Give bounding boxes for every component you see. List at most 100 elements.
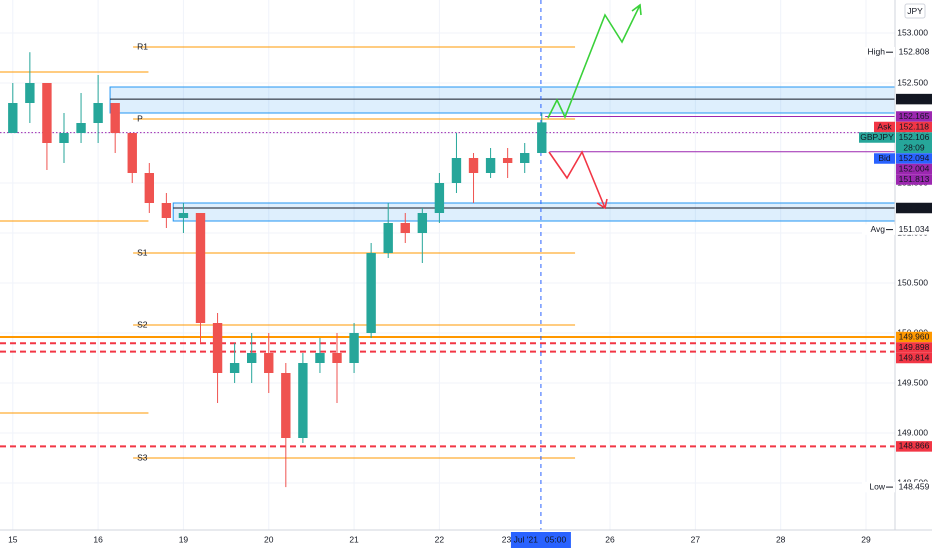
candle-body	[315, 353, 325, 363]
y-tick-label: 150.500	[897, 277, 928, 287]
candle-body	[161, 203, 172, 218]
y-tick-label: 149.000	[897, 427, 928, 437]
price-label-box	[896, 111, 932, 122]
axes: 153.000152.500152.000151.500151.000150.5…	[8, 27, 932, 548]
y-tick-label: 153.000	[897, 27, 928, 37]
candle-body	[332, 353, 342, 363]
x-tick-label: 20	[264, 534, 274, 544]
candle-body	[349, 333, 359, 363]
candle-body	[195, 213, 206, 323]
price-label: 152.808	[899, 46, 930, 56]
price-label: 148.459	[899, 481, 930, 491]
candle-body	[264, 353, 274, 373]
candle-body	[42, 83, 52, 143]
y-tick-label: 149.500	[897, 377, 928, 387]
grid	[0, 0, 895, 530]
price-tag: Bid	[878, 153, 891, 163]
price-label-box	[896, 331, 932, 343]
price-label-box	[896, 153, 932, 164]
candle-body	[451, 158, 462, 183]
bear-arrow	[548, 150, 606, 209]
candle-body	[298, 363, 308, 438]
price-label-box	[896, 93, 932, 105]
price-axis	[895, 0, 932, 550]
candle-body	[537, 122, 547, 153]
price-tag: GBPJPY	[860, 132, 894, 142]
x-tick-label: 15	[8, 534, 18, 544]
candle-body	[25, 83, 35, 103]
price-label: 152.339	[899, 93, 930, 103]
pivot-label: S2	[137, 319, 148, 329]
price-label: 149.814	[899, 352, 930, 362]
price-label-box	[896, 481, 932, 493]
overlays: R1 P S1 S2 S3	[0, 0, 896, 530]
price-tag: Ask	[877, 121, 892, 131]
candle-body	[76, 123, 86, 133]
price-tag: Avg	[871, 224, 886, 234]
candle-body	[520, 153, 530, 163]
price-label: 152.165	[899, 111, 930, 121]
price-label-box	[896, 202, 932, 214]
x-tick-label: 28	[776, 534, 786, 544]
candle-body	[59, 133, 69, 143]
candle-body	[383, 223, 393, 253]
candle-body	[93, 103, 103, 123]
price-label-box	[896, 46, 932, 58]
price-label: 149.960	[899, 331, 930, 341]
bull-arrow	[547, 4, 641, 120]
candle-body	[8, 103, 18, 133]
price-label: 151.034	[899, 224, 930, 234]
zone	[172, 202, 896, 222]
price-label-box	[896, 224, 932, 235]
x-tick-label: 27	[691, 534, 701, 544]
price-label: 151.813	[899, 174, 930, 184]
countdown: 28:09	[903, 142, 925, 152]
candle-body	[434, 183, 445, 213]
x-tick-label: 26	[605, 534, 615, 544]
candle-body	[400, 223, 410, 233]
currency-box	[904, 3, 926, 19]
candle-body	[281, 373, 291, 438]
candle-body	[417, 213, 428, 233]
pivot-label: R1	[137, 41, 148, 51]
price-label-box	[896, 352, 932, 364]
price-label: 152.094	[899, 153, 930, 163]
candle-body	[468, 158, 479, 173]
price-label-box	[896, 121, 932, 133]
pivot-label: S1	[137, 247, 148, 257]
crosshair-label-box	[510, 532, 571, 548]
candle-body	[110, 103, 120, 133]
candle-body	[485, 158, 496, 173]
candle-body	[229, 363, 240, 373]
candle-body	[144, 173, 155, 203]
time-axis	[0, 530, 932, 550]
price-tag: High	[868, 46, 886, 56]
x-tick-label: 21	[349, 534, 359, 544]
price-label: 149.898	[899, 342, 930, 352]
candle-body	[212, 323, 223, 373]
bull-arrow-head	[631, 3, 642, 16]
x-tick-label: 22	[435, 534, 445, 544]
currency: JPY	[907, 6, 923, 16]
crosshair-time: 05:00	[545, 534, 567, 544]
y-tick-label: 152.500	[897, 77, 928, 87]
price-label-box	[896, 163, 932, 175]
price-label: 152.106	[899, 132, 930, 142]
price-label-box	[896, 132, 932, 154]
price-label: 151.250	[899, 202, 930, 212]
price-tag-box	[874, 153, 895, 164]
price-tag-box	[862, 481, 895, 493]
x-tick-label: 16	[93, 534, 103, 544]
price-tag-box	[862, 224, 895, 235]
price-label: 148.866	[899, 441, 930, 451]
pivot-label: S3	[137, 452, 148, 462]
x-tick-label: 29	[861, 534, 871, 544]
price-tag-box	[874, 121, 895, 133]
candle-body	[366, 253, 376, 333]
price-label-box	[896, 441, 932, 452]
pivot-label: P	[137, 113, 143, 123]
x-tick-label: 19	[179, 534, 189, 544]
zone	[109, 86, 896, 114]
candle-body	[178, 213, 189, 218]
